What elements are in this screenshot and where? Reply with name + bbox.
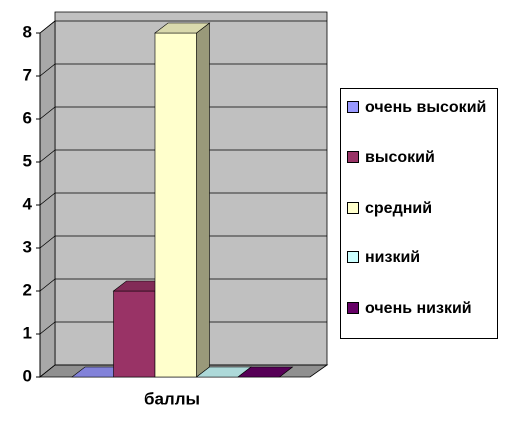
grid-line-side — [39, 106, 56, 120]
legend-swatch — [347, 302, 359, 314]
legend-label: очень низкий — [365, 300, 472, 317]
legend-entry: очень высокий — [347, 97, 501, 118]
grid-line-side — [39, 20, 56, 34]
bar-top — [237, 366, 294, 378]
grid-line-side — [39, 63, 56, 77]
legend-label: высокий — [365, 149, 435, 166]
y-tick-label: 5 — [23, 151, 32, 170]
legend-entry: высокий — [347, 147, 501, 168]
legend-swatch — [347, 202, 359, 214]
legend-entry: средний — [347, 198, 501, 219]
y-tick-label: 6 — [23, 108, 32, 127]
bar — [154, 32, 197, 378]
legend-label: низкий — [365, 249, 421, 266]
grid-line-side — [39, 235, 56, 249]
grid-line-side — [39, 192, 56, 206]
legend-label: очень высокий — [365, 99, 487, 116]
y-tick-label: 4 — [23, 194, 33, 213]
y-tick-label: 8 — [23, 22, 32, 41]
y-tick-label: 1 — [23, 323, 32, 342]
y-tick-label: 7 — [23, 65, 32, 84]
x-tick-label: баллы — [144, 389, 200, 408]
legend-entry: очень низкий — [347, 298, 501, 319]
bar — [113, 290, 156, 378]
grid-line-side — [39, 321, 56, 335]
y-tick-label: 3 — [23, 237, 32, 256]
grid-line-side — [39, 278, 56, 292]
bar-top — [154, 22, 211, 34]
legend-swatch — [347, 101, 359, 113]
y-tick-label: 2 — [23, 280, 32, 299]
y-tick-label: 0 — [23, 366, 32, 385]
grid-line-side — [39, 149, 56, 163]
legend-entry: низкий — [347, 247, 501, 268]
legend-swatch — [347, 151, 359, 163]
grid-line-side — [39, 364, 56, 378]
legend: очень высокий высокий средний низкий очень н… — [340, 88, 498, 339]
legend-label: средний — [365, 200, 433, 217]
bar-side — [196, 22, 210, 378]
legend-swatch — [347, 251, 359, 263]
